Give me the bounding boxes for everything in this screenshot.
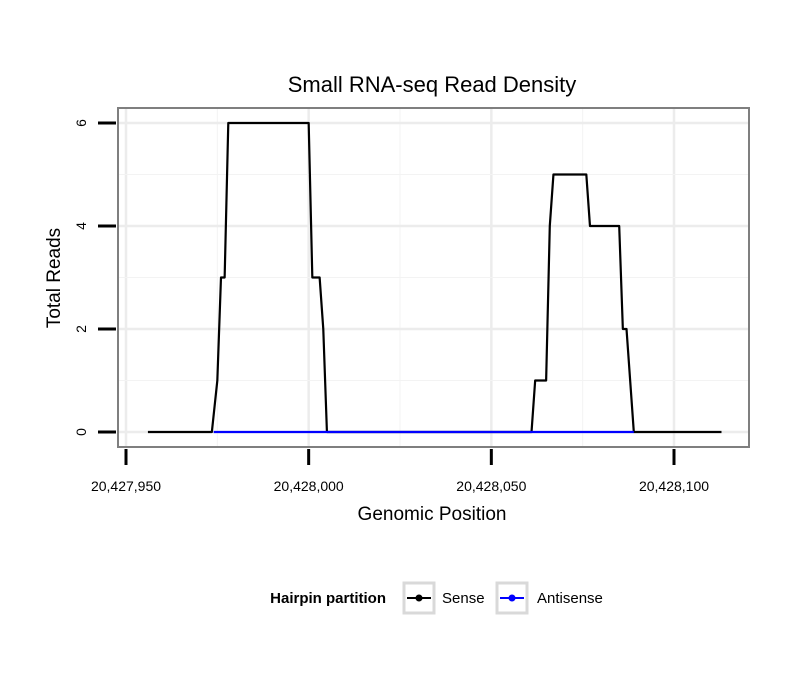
legend-point-antisense [508, 594, 516, 602]
legend-point-sense [415, 594, 423, 602]
chart-title: Small RNA-seq Read Density [288, 72, 577, 97]
x-tick-label: 20,428,100 [639, 478, 709, 494]
y-axis-title: Total Reads [44, 228, 65, 328]
x-tick-label: 20,428,000 [274, 478, 344, 494]
legend: Hairpin partition Sense Antisense [270, 581, 603, 615]
x-axis-title: Genomic Position [358, 504, 507, 525]
y-tick-label: 4 [73, 222, 89, 230]
axes: 20,427,950 20,428,000 20,428,050 20,428,100… [73, 119, 709, 494]
y-tick-label: 2 [73, 325, 89, 333]
series-lines [147, 121, 722, 434]
y-tick-label: 6 [73, 119, 89, 127]
x-tick-label: 20,427,950 [91, 478, 161, 494]
legend-label-sense: Sense [442, 590, 485, 607]
x-tick-label: 20,428,050 [456, 478, 526, 494]
y-tick-label: 0 [73, 428, 89, 436]
legend-title: Hairpin partition [270, 590, 386, 607]
legend-label-antisense: Antisense [537, 590, 603, 607]
